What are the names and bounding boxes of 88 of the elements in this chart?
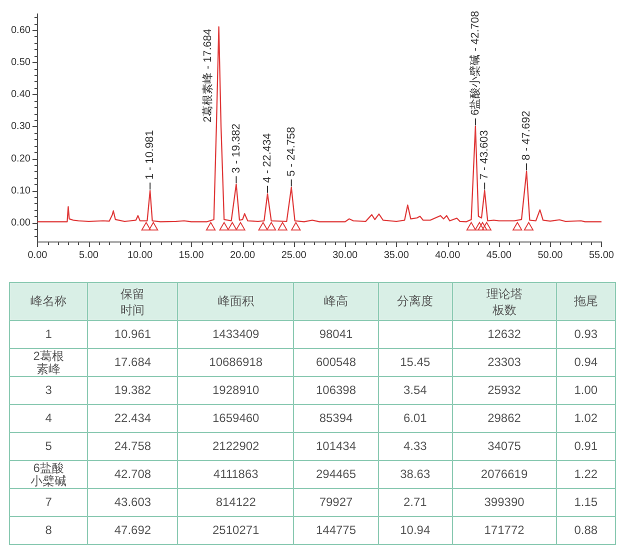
data-label: 1.22 [556,460,616,488]
y-axis-title: 峰名称 [10,282,88,320]
x-tick-label: 峰面积 [178,282,294,320]
data-label: 17.684 [88,348,178,376]
data-label: 43.603 [88,488,178,516]
y-tick-label: 0.60 [10,24,31,36]
data-label: 2.71 [378,488,452,516]
data-label: 23303 [452,348,556,376]
y-tick-label: 6盐酸小檗碱 [30,461,68,488]
y-tick-label: 0.40 [10,89,31,100]
annotation: 4 - 22.434 [262,133,274,183]
data-label: 6.01 [378,404,452,432]
y-tick-label: 4 [10,404,88,432]
y-tick-label: 2葛根素峰 [32,349,65,376]
x-tick-label: 保留时间 [120,286,146,318]
data-label: 1.00 [556,376,616,404]
data-label: 85394 [294,404,378,432]
data-label: 38.63 [378,460,452,488]
data-label: 0.93 [556,320,616,348]
data-label: 1659460 [178,404,294,432]
x-tick-label: 25.00 [281,250,307,261]
annotation: 1 - 10.981 [144,130,156,180]
data-label: 144775 [294,516,378,544]
annotation: 2葛根素峰 - 17.684 [200,28,214,122]
data-label: 814122 [178,488,294,516]
x-tick-label: 35.00 [384,250,410,261]
x-tick-label: 55.00 [588,250,614,261]
data-label: 34075 [452,432,556,460]
x-tick-label: 拖尾 [556,282,616,320]
y-tick-label: 0.10 [10,185,31,196]
y-tick-label: 0.50 [10,56,31,68]
y-tick-label: 7 [10,488,88,516]
data-label: 79927 [294,488,378,516]
data-label: 399390 [452,488,556,516]
data-label: 10.961 [88,320,178,348]
data-label: 0.94 [556,348,616,376]
x-tick-label: 10.00 [127,250,153,261]
x-tick-label: 分离度 [378,282,452,320]
x-tick-label: 5.00 [79,250,99,261]
data-label: 1433409 [178,320,294,348]
data-label: 19.382 [88,376,178,404]
data-label: 25932 [452,376,556,404]
x-tick-label: 50.00 [538,250,564,261]
data-label: 12632 [452,320,556,348]
data-label: 1.15 [556,488,616,516]
annotation: 7 - 43.603 [478,130,491,180]
data-label: 22.434 [88,404,178,432]
x-tick-label: 45.00 [486,250,512,261]
x-tick-label: 理论塔板数 [486,286,523,318]
data-label: 101434 [294,432,378,460]
data-label: 4.33 [378,432,452,460]
data-label: 2510271 [178,516,294,544]
x-tick-label: 20.00 [230,250,256,261]
data-label: 4111863 [178,460,294,488]
y-tick-label: 5 [10,432,88,460]
data-label: 10.94 [378,516,452,544]
data-label: 98041 [294,320,378,348]
y-tick-label: 1 [10,320,88,348]
data-label: 1.02 [556,404,616,432]
x-tick-label: 峰高 [294,282,378,320]
data-label: 29862 [452,404,556,432]
annotation: 3 - 19.382 [230,124,242,174]
data-label: 106398 [294,376,378,404]
y-tick-label: 3 [10,376,88,404]
data-label: 2122902 [178,432,294,460]
data-label: 600548 [294,348,378,376]
annotation: 8 - 47.692 [520,110,533,160]
data-label: 10686918 [178,348,294,376]
data-label: 3.54 [378,376,452,404]
data-label: 42.708 [88,460,178,488]
data-label: 24.758 [88,432,178,460]
data-label: 15.45 [378,348,452,376]
y-tick-label: 0.00 [10,217,31,228]
x-tick-label: 40.00 [435,250,461,261]
data-label: 171772 [452,516,556,544]
data-label: 294465 [294,460,378,488]
data-label: 47.692 [88,516,178,544]
y-tick-label: 0.20 [10,153,31,164]
data-label: 0.91 [556,432,616,460]
x-tick-label: 30.00 [332,250,358,261]
data-label: 0.88 [556,516,616,544]
data-label: 2076619 [452,460,556,488]
data-label: 1928910 [178,376,294,404]
x-tick-label: 15.00 [178,250,204,261]
annotation: 5 - 24.758 [285,126,298,176]
y-tick-label: 8 [10,516,88,544]
y-tick-label: 0.30 [10,121,31,132]
annotation: 6盐酸小檗碱 - 42.708 [468,10,482,116]
